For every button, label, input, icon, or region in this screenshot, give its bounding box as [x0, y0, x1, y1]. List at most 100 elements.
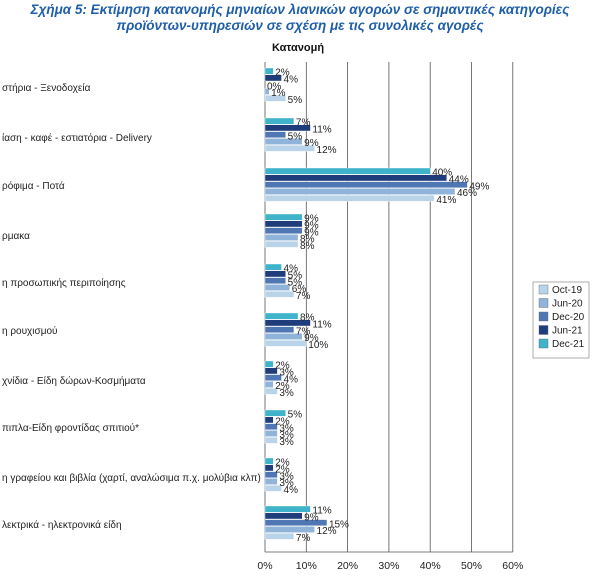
data-label: 5%	[288, 410, 303, 421]
data-label: 3%	[279, 478, 294, 489]
bar-jun-20	[264, 430, 278, 437]
bar-jun-20	[264, 284, 290, 291]
data-label: 9%	[304, 227, 319, 238]
bar-jun-21	[264, 367, 278, 375]
data-label: 11%	[312, 125, 331, 136]
chart-title: Σχήμα 5: Εκτίμηση κατανομής μηνιαίων λια…	[0, 2, 600, 34]
bar-jun-21	[264, 270, 286, 278]
bar-oct-19	[264, 94, 286, 102]
bar-dec-21	[264, 505, 311, 513]
data-label: 7%	[296, 326, 311, 337]
chart-title-line-2: προϊόντων-υπηρεσιών σε σχέση με τις συνο…	[116, 18, 484, 33]
data-label: 8%	[300, 241, 315, 252]
data-label: 4%	[284, 374, 299, 385]
category-label: ίαση - καφέ - εστιατόρια - Delivery	[2, 132, 152, 144]
legend-swatch	[538, 284, 549, 295]
data-labels: 2%4%0%1%5%7%11%5%9%12%40%44%49%46%41%9%9…	[267, 68, 489, 544]
category-labels: στήρια - Ξενοδοχεία ίαση - καφέ - εστιατό…	[2, 82, 261, 531]
data-label: 41%	[436, 195, 456, 206]
data-label: 5%	[288, 277, 303, 288]
data-label: 6%	[292, 284, 307, 295]
data-label: 9%	[304, 221, 319, 232]
bar-oct-19	[264, 533, 295, 540]
x-tick-label: 20%	[337, 560, 358, 572]
x-axis-ticks: 0% 10% 20% 30% 40% 50% 60%	[257, 560, 523, 572]
category-label: ρόφιμα - Ποτά	[2, 180, 65, 192]
bar-jun-20	[264, 188, 456, 195]
bar-dec-20	[264, 471, 278, 479]
bar-oct-19	[264, 240, 299, 248]
x-tick-label: 30%	[378, 560, 399, 572]
bar-oct-19	[264, 144, 315, 152]
data-label: 8%	[300, 313, 315, 324]
data-label: 9%	[304, 138, 319, 149]
category-label: στήρια - Ξενοδοχεία	[2, 82, 91, 94]
bar-jun-20	[264, 526, 315, 533]
x-tick-label: 0%	[257, 560, 272, 572]
category-label: η προσωπικής περιποίησης	[2, 277, 126, 289]
x-tick-label: 60%	[502, 560, 523, 572]
data-label: 9%	[304, 333, 319, 344]
data-label: 3%	[279, 368, 294, 379]
category-label: χνίδια - Είδη δώρων-Κοσμήματα	[2, 375, 146, 387]
data-label: 9%	[304, 513, 319, 524]
bar-oct-19	[264, 437, 278, 444]
bar-jun-21	[264, 124, 311, 132]
bar-dec-20	[264, 519, 328, 526]
bar-oct-19	[264, 340, 307, 347]
bar-oct-19	[264, 388, 278, 395]
chart-title-line-1: Σχήμα 5: Εκτίμηση κατανομής μηνιαίων λια…	[30, 2, 570, 17]
bar-dec-21	[264, 167, 431, 175]
data-label: 3%	[279, 437, 294, 448]
data-label: 2%	[275, 458, 290, 469]
data-label: 12%	[317, 526, 337, 537]
data-label: 2%	[275, 465, 290, 476]
bar-dec-21	[264, 457, 274, 465]
bar-jun-21	[264, 319, 311, 327]
x-tick-label: 40%	[420, 560, 441, 572]
data-label: 4%	[284, 75, 299, 86]
chart-subtitle: Κατανομή	[272, 42, 324, 54]
bar-jun-21	[264, 174, 447, 182]
bar-jun-21	[264, 464, 274, 472]
data-label: 0%	[267, 81, 282, 92]
data-label: 5%	[288, 271, 303, 282]
bar-dec-21	[264, 360, 274, 368]
bar-jun-21	[264, 74, 282, 82]
bar-dec-20	[264, 181, 468, 189]
bar-oct-19	[264, 485, 282, 492]
bar-dec-20	[264, 326, 295, 334]
bar-dec-21	[264, 117, 295, 125]
legend: Oct-19 Jun-20 Dec-20 Jun-21 Dec-21	[532, 281, 590, 359]
bar-jun-21	[264, 220, 303, 228]
category-label: λεκτρικά - ηλεκτρονικά είδη	[2, 519, 122, 531]
data-label: 1%	[271, 88, 286, 99]
bar-jun-21	[264, 416, 274, 424]
legend-swatch	[538, 298, 549, 308]
data-label: 9%	[304, 214, 319, 225]
legend-swatch	[538, 338, 549, 349]
bar-dec-21	[264, 263, 282, 271]
data-label: 4%	[284, 264, 299, 275]
data-label: 12%	[317, 145, 337, 156]
legend-label: Jun-20	[552, 299, 583, 310]
data-label: 3%	[279, 471, 294, 482]
x-tick-label: 50%	[461, 560, 482, 572]
data-label: 3%	[279, 423, 294, 434]
legend-label: Jun-21	[552, 326, 583, 337]
category-label: η γραφείου και βιβλία (χαρτί, αναλώσιμα …	[2, 472, 261, 484]
data-label: 5%	[288, 131, 303, 142]
bar-jun-20	[264, 381, 274, 388]
legend-label: Oct-19	[552, 285, 582, 296]
bar-dec-21	[264, 213, 303, 221]
legend-swatch	[538, 311, 549, 322]
data-label: 7%	[296, 533, 311, 544]
bar-dec-20	[264, 131, 286, 139]
category-label: η ρουχισμού	[2, 325, 58, 337]
data-label: 46%	[457, 188, 477, 199]
legend-label: Dec-21	[552, 339, 585, 350]
bar-jun-20	[264, 478, 278, 485]
bar-dec-20	[264, 423, 278, 431]
data-label: 49%	[469, 181, 489, 192]
